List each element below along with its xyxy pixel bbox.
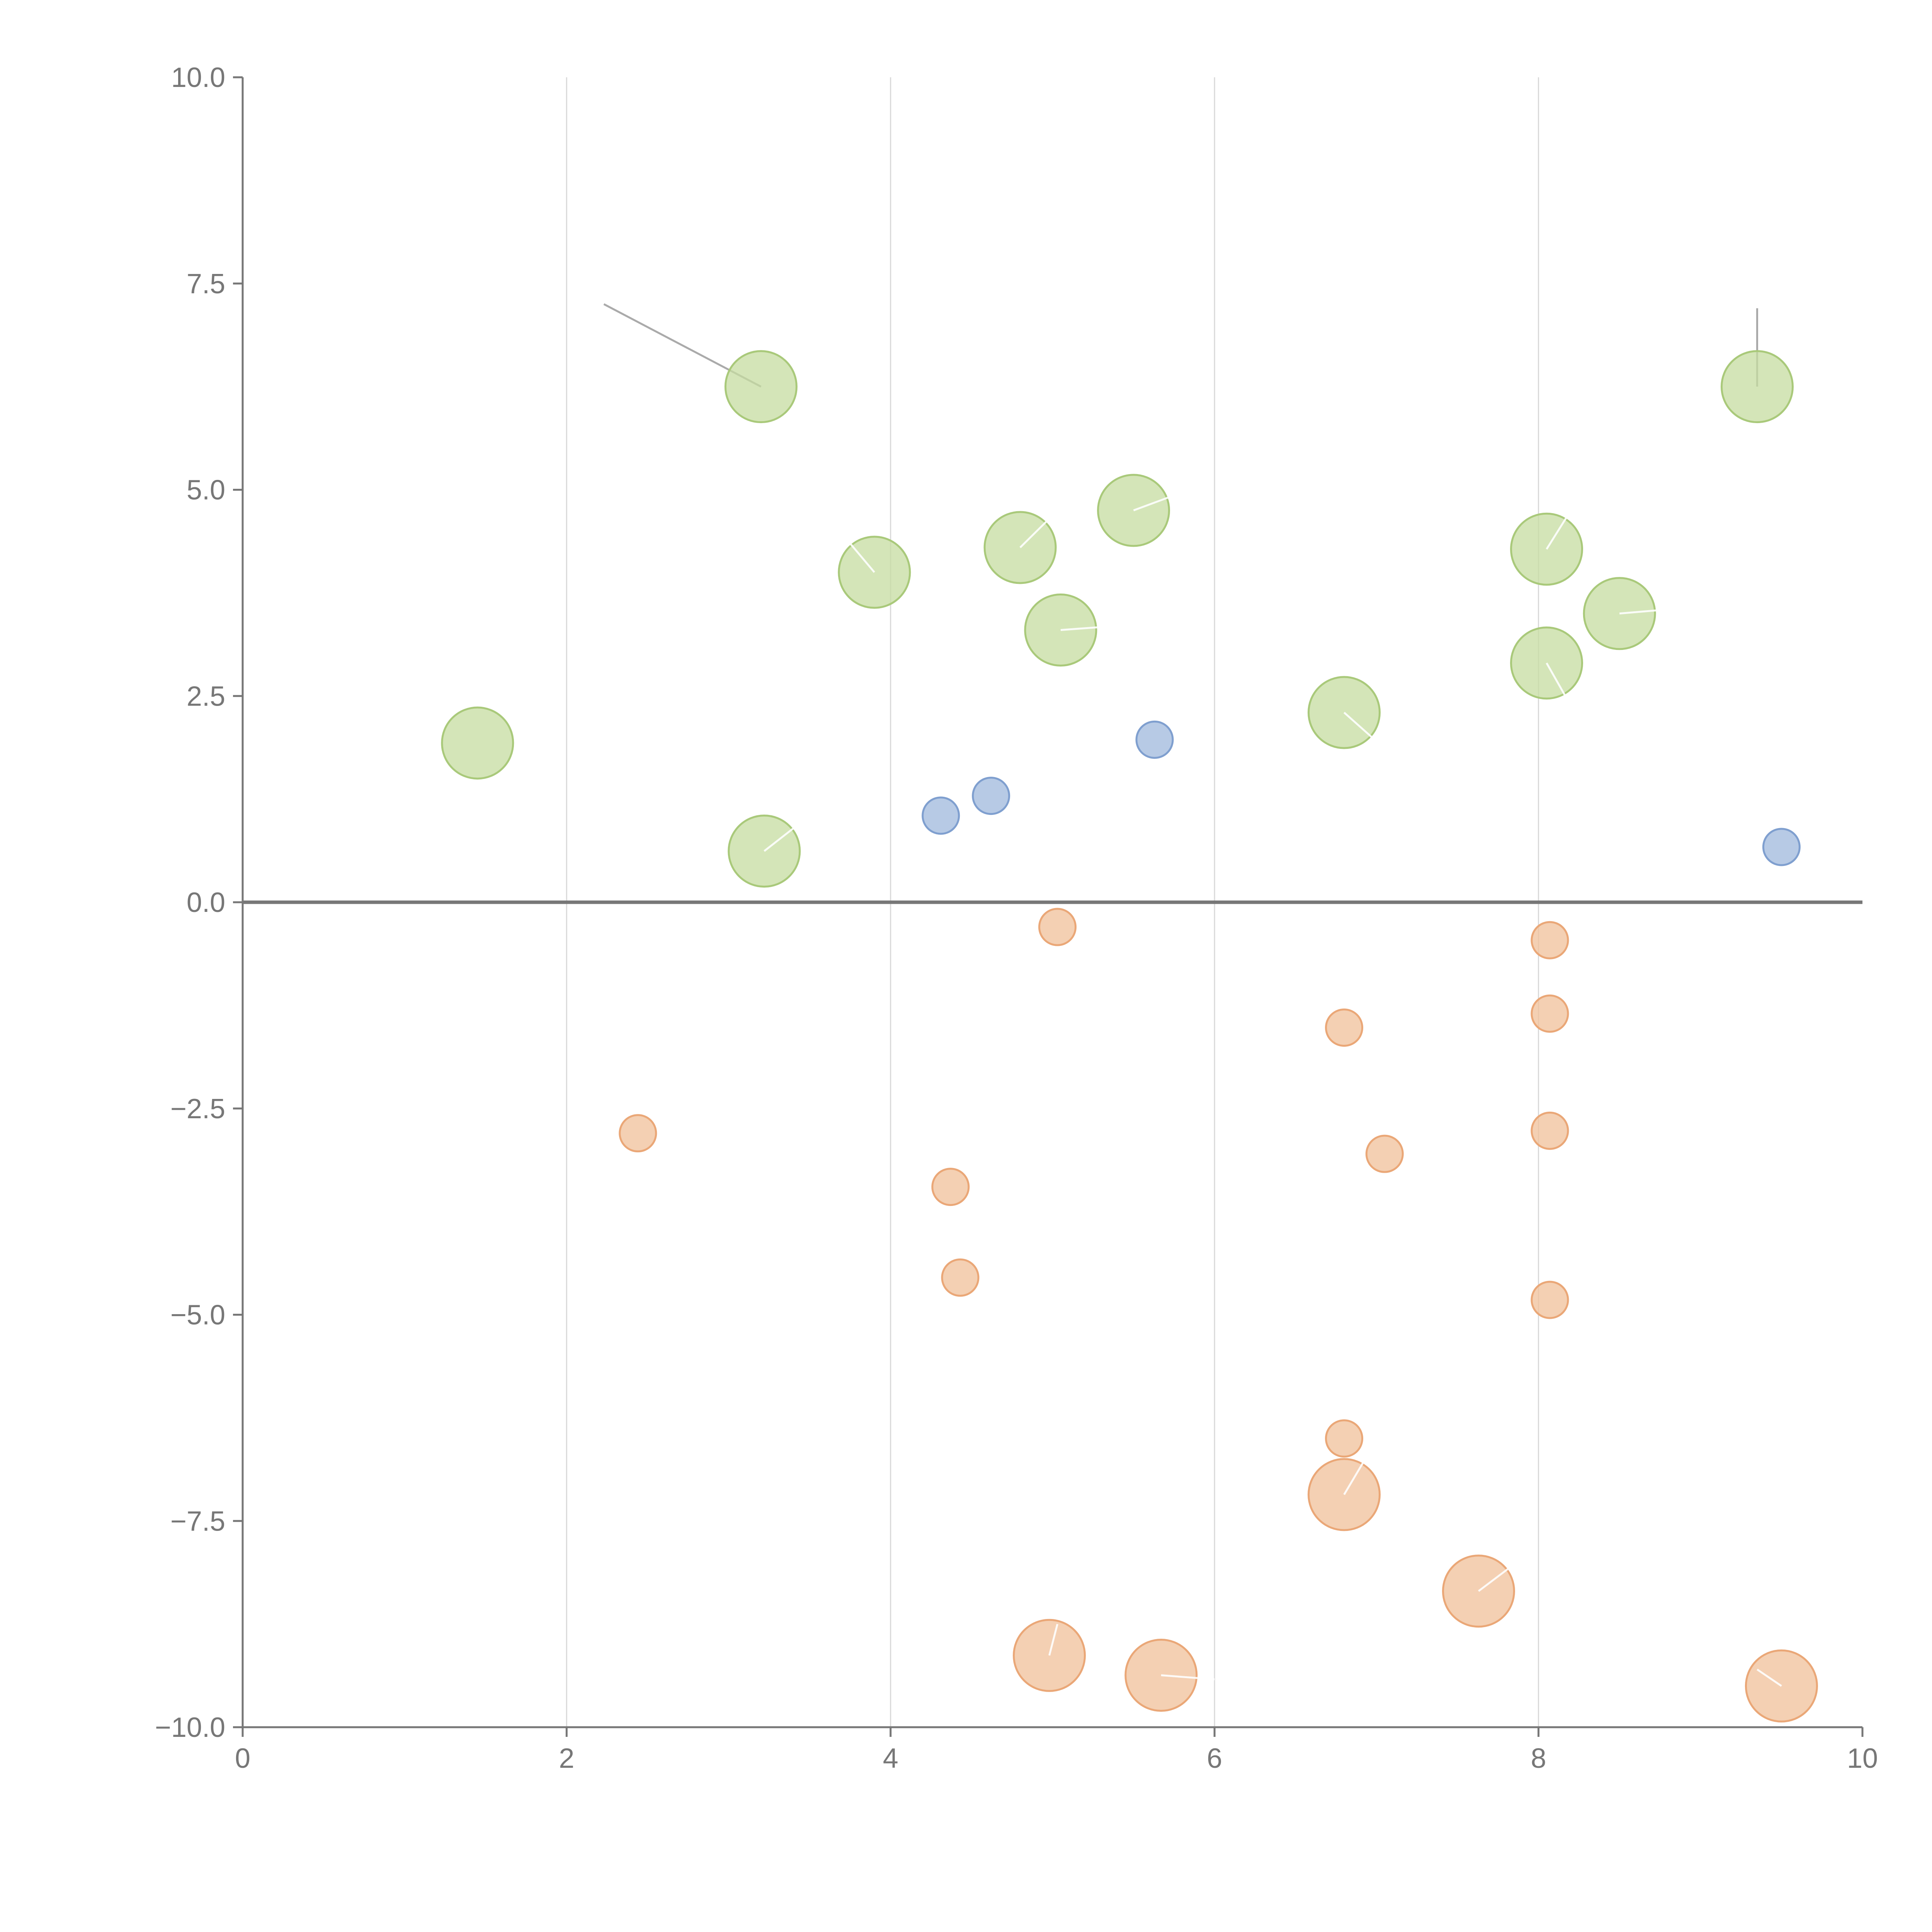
leader-line xyxy=(764,815,810,852)
x-tick-label: 4 xyxy=(883,1743,898,1774)
leader-line xyxy=(1161,1674,1215,1680)
leader-line xyxy=(1133,480,1212,512)
x-tick-label: 6 xyxy=(1207,1743,1222,1774)
bubble-orange-small xyxy=(1531,921,1569,959)
y-tick-label: 5.0 xyxy=(187,475,225,506)
y-tick-label: −7.5 xyxy=(170,1506,225,1537)
leader-line xyxy=(1060,625,1117,631)
bubble-orange-small xyxy=(1038,908,1077,946)
bubble-blue xyxy=(1135,720,1174,759)
y-tick-label: −5.0 xyxy=(170,1300,225,1331)
leader-line xyxy=(1343,712,1378,742)
x-tick-label: 10 xyxy=(1847,1743,1878,1774)
bubble-green xyxy=(1721,350,1794,423)
bubbles xyxy=(441,350,1818,1723)
y-tick-label: −10.0 xyxy=(155,1712,225,1743)
leader-line xyxy=(1343,1458,1366,1495)
bubble-orange-small xyxy=(619,1114,657,1153)
bubble-orange-small xyxy=(1531,1111,1569,1150)
y-tick-label: 2.5 xyxy=(187,681,225,712)
leader-line xyxy=(849,543,875,573)
bubble-blue xyxy=(1762,828,1801,866)
leader-line xyxy=(1019,518,1050,548)
bubble-orange-small xyxy=(1325,1419,1364,1458)
x-tick-label: 2 xyxy=(559,1743,574,1774)
bubble-green xyxy=(724,350,798,423)
bubble-blue xyxy=(972,777,1010,815)
leader-line xyxy=(1546,510,1572,550)
bubble-orange-small xyxy=(1531,1281,1569,1319)
x-tick-label: 8 xyxy=(1531,1743,1546,1774)
leader-line xyxy=(1757,1668,1782,1687)
y-tick-label: 10.0 xyxy=(171,62,225,93)
bubble-blue xyxy=(922,796,960,835)
y-tick-label: 7.5 xyxy=(187,269,225,299)
bubble-orange-small xyxy=(931,1168,970,1206)
leader-line xyxy=(1048,1624,1058,1656)
bubble-orange-small xyxy=(1325,1009,1364,1047)
bubble-orange-small xyxy=(941,1258,980,1297)
axes xyxy=(233,76,1864,1737)
bubble-orange-small xyxy=(1365,1134,1404,1173)
y-tick-label: 0.0 xyxy=(187,887,225,918)
x-tick-label: 0 xyxy=(235,1743,250,1774)
leader-line xyxy=(1619,608,1668,615)
tick-labels: 0 2 4 6 8 10 10.0 7.5 5.0 2.5 0.0 −2.5 −5.0 −7.5 −10.0 xyxy=(155,62,1878,1774)
leader-line xyxy=(1478,1557,1523,1592)
bubble-orange-small xyxy=(1531,994,1569,1033)
y-tick-label: −2.5 xyxy=(170,1094,225,1124)
bubble-green xyxy=(441,706,514,780)
leader-line xyxy=(1546,662,1569,701)
